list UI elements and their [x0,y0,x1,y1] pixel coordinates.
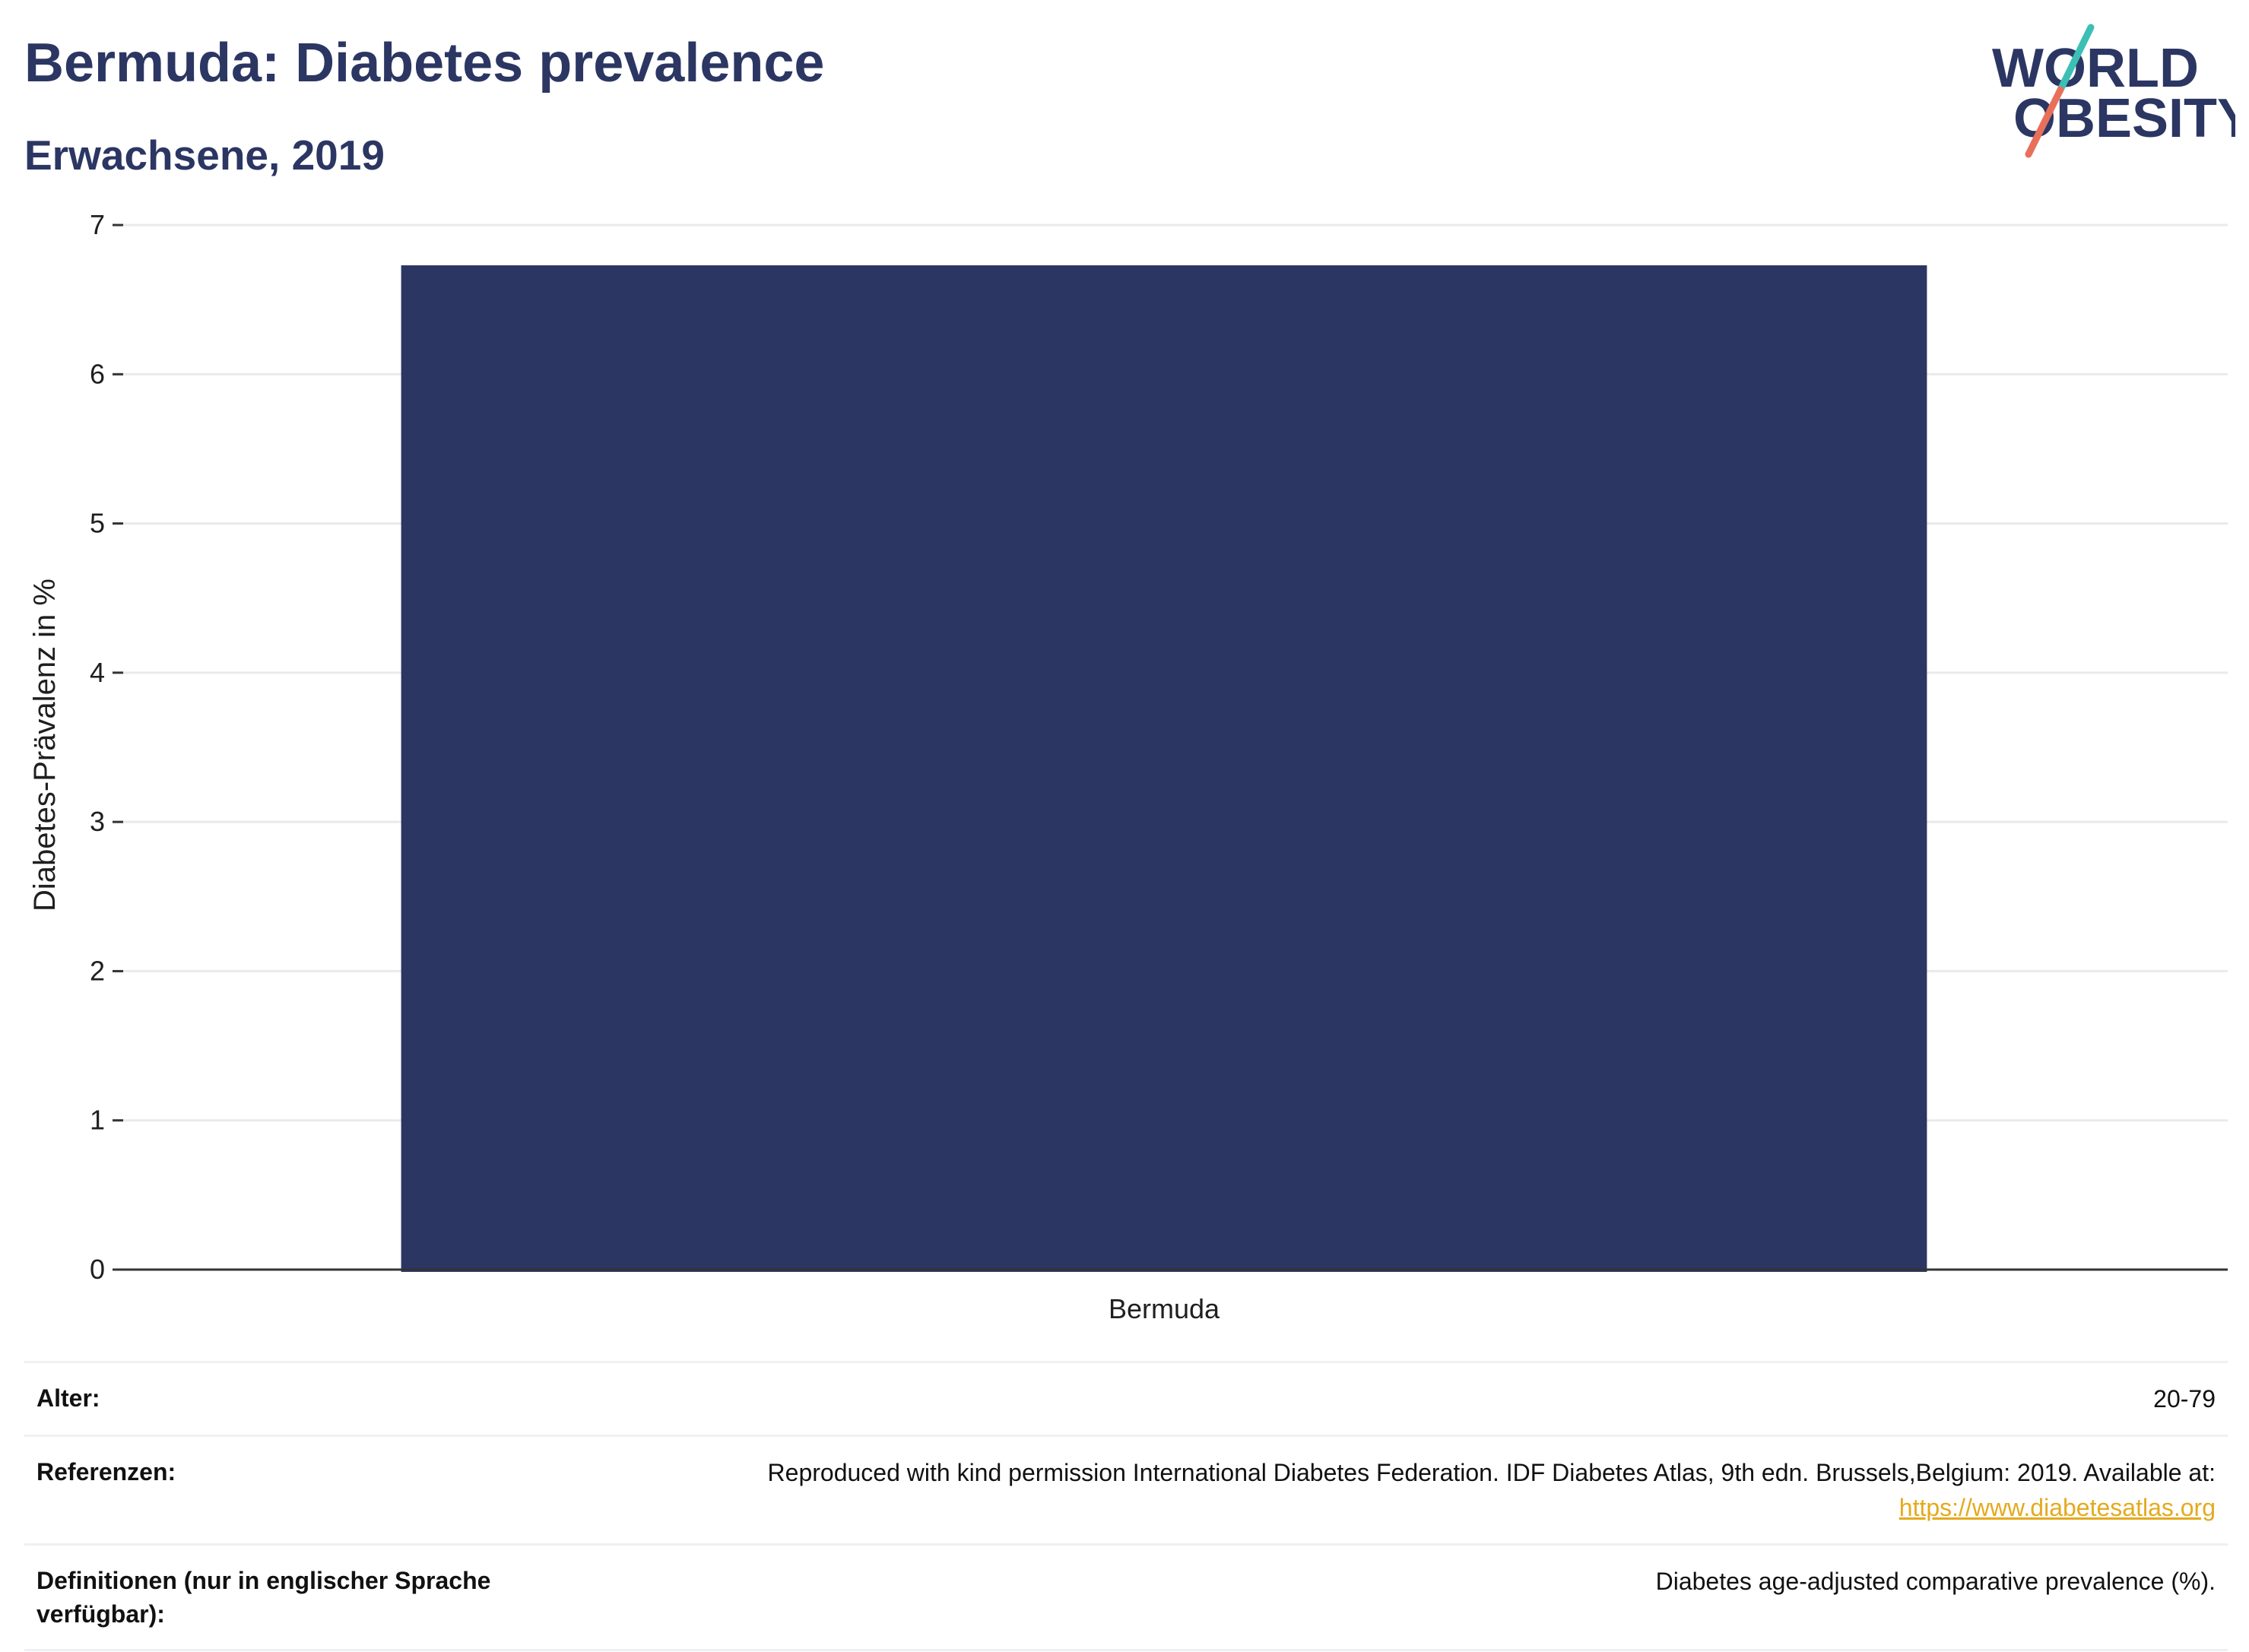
y-tick-label: 0 [90,1254,105,1285]
meta-label-definitions: Definitionen (nur in englischer Sprache … [36,1567,491,1628]
meta-value-references: Reproduced with kind permission Internat… [768,1455,2216,1525]
y-tick-label: 2 [90,955,105,986]
bar-chart: 0 1 2 3 4 5 6 7 Bermuda Diabetes-Prävalenz in % [28,209,2228,1324]
y-tick-label: 4 [90,657,105,688]
meta-row-definitions: Definitionen (nur in englischer Sprache … [24,1543,2228,1651]
logo-slash-top [2057,24,2095,94]
meta-row-age: Alter: 20-79 [24,1361,2228,1435]
references-text: Reproduced with kind permission Internat… [767,1459,2216,1486]
x-tick-label: Bermuda [1109,1293,1220,1324]
metadata-table: Alter: 20-79 Referenzen: Reproduced with… [24,1361,2228,1651]
y-tick-label: 5 [90,508,105,539]
y-tick-label: 3 [90,806,105,837]
world-obesity-logo[interactable]: WORLD OBESITY [1977,21,2249,166]
meta-value-age: 20-79 [2153,1385,2216,1413]
y-axis-ticks: 0 1 2 3 4 5 6 7 [90,209,123,1285]
y-tick-label: 7 [90,209,105,240]
y-axis-label: Diabetes-Prävalenz in % [28,579,62,912]
meta-row-references: Referenzen: Reproduced with kind permiss… [24,1435,2228,1543]
y-tick-label: 1 [90,1105,105,1136]
chart-subtitle: Erwachsene, 2019 [24,132,385,179]
meta-value-definitions: Diabetes age-adjusted comparative preval… [1655,1568,2216,1595]
bar-bermuda[interactable] [401,265,1927,1273]
meta-label-references: Referenzen: [36,1458,176,1486]
chart-bars [401,265,1927,1273]
x-axis-ticks: Bermuda [1109,1293,1220,1324]
logo-slash-bottom [2025,86,2064,158]
references-link[interactable]: https://www.diabetesatlas.org [1898,1494,2216,1521]
meta-label-age: Alter: [36,1384,100,1412]
chart-title: Bermuda: Diabetes prevalence [24,33,825,94]
logo-text-line1: WORLD [1992,38,2199,99]
y-tick-label: 6 [90,358,105,389]
